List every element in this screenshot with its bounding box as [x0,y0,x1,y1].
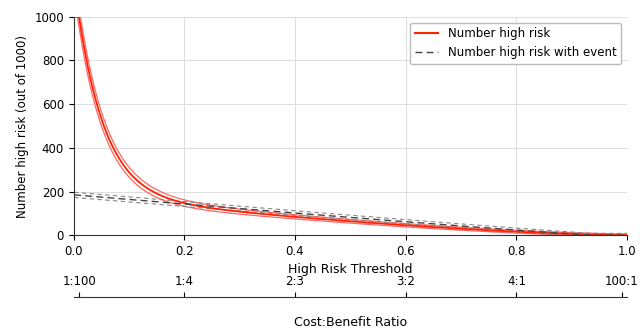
Text: Cost:Benefit Ratio: Cost:Benefit Ratio [294,316,407,329]
Y-axis label: Number high risk (out of 1000): Number high risk (out of 1000) [16,35,29,217]
Legend: Number high risk, Number high risk with event: Number high risk, Number high risk with … [410,23,621,64]
X-axis label: High Risk Threshold: High Risk Threshold [288,263,413,277]
